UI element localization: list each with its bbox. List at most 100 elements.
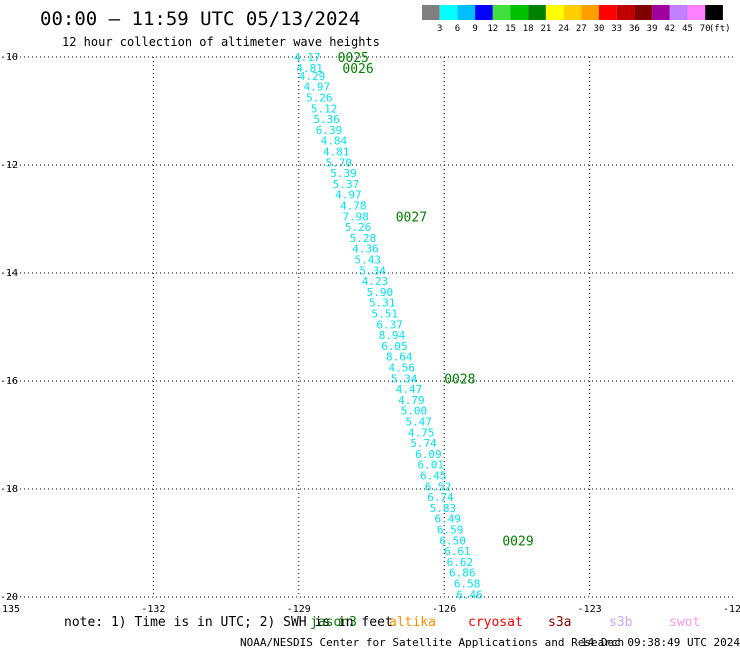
footer-credit: NOAA/NESDIS Center for Satellite Applica… xyxy=(240,636,624,649)
wave-height-point: 6.39 xyxy=(316,124,343,137)
satellite-legend-swot: swot xyxy=(669,615,700,630)
wave-height-point: 7.98 xyxy=(342,210,369,223)
scale-swatch xyxy=(545,5,564,20)
x-tick-label: -129 xyxy=(287,604,311,615)
wave-height-point: 4.47 xyxy=(396,383,423,396)
scale-label: 33 xyxy=(611,24,622,34)
scale-swatch xyxy=(705,5,723,20)
wave-height-point: 4.29 xyxy=(299,70,326,83)
satellite-legend-jason3: jason3 xyxy=(310,615,357,630)
wave-height-point: 4.56 xyxy=(388,362,415,375)
time-marker-label: 0026 xyxy=(342,62,373,77)
wave-height-point: 5.31 xyxy=(369,297,396,310)
wave-height-point: 4.84 xyxy=(321,135,348,148)
wave-height-point: 4.81 xyxy=(296,62,323,75)
wave-height-point: 6.52 xyxy=(425,480,452,493)
wave-height-point: 6.05 xyxy=(381,340,408,353)
scale-label: 36 xyxy=(629,24,640,34)
wave-height-point: 6.49 xyxy=(435,513,462,526)
scale-swatch xyxy=(422,5,440,20)
scale-label: 18 xyxy=(523,24,534,34)
wave-height-point: 6.86 xyxy=(449,567,476,580)
scale-label: 39 xyxy=(647,24,658,34)
scale-label: 15 xyxy=(505,24,516,34)
wave-height-point: 5.37 xyxy=(333,178,360,191)
time-marker-label: 0027 xyxy=(396,210,427,225)
wave-height-point: 5.34 xyxy=(359,264,386,277)
y-tick-label: -10 xyxy=(0,52,18,63)
x-tick-label: -132 xyxy=(141,604,165,615)
time-marker-label: 0028 xyxy=(444,372,475,387)
scale-label: 42 xyxy=(664,24,675,34)
wave-height-point: 5.39 xyxy=(330,167,357,180)
wave-height-point: 4.97 xyxy=(304,81,331,94)
wave-height-point: 5.70 xyxy=(325,156,352,169)
wave-height-point: 4.75 xyxy=(408,426,435,439)
wave-height-point: 5.26 xyxy=(345,221,372,234)
wave-height-point: 4.78 xyxy=(340,200,367,213)
scale-swatch xyxy=(439,5,458,20)
wave-height-point: 4.79 xyxy=(398,394,425,407)
scale-swatch xyxy=(457,5,476,20)
time-marker-label: 0029 xyxy=(502,534,533,549)
scale-label: 3 xyxy=(437,24,442,34)
wave-height-point: 6.61 xyxy=(444,545,471,558)
satellite-legend-cryosat: cryosat xyxy=(468,615,523,630)
scale-unit: (ft) xyxy=(709,24,731,34)
scale-swatch xyxy=(634,5,653,20)
wave-height-point: 5.26 xyxy=(306,92,333,105)
wave-height-point: 5.28 xyxy=(350,232,377,245)
wave-height-point: 6.09 xyxy=(415,448,442,461)
wave-height-point: 5.34 xyxy=(391,372,418,385)
scale-swatch xyxy=(669,5,688,20)
wave-height-point: 6.45 xyxy=(420,470,447,483)
wave-height-point: 5.83 xyxy=(430,502,457,515)
footer-timestamp: 14 Dec 09:38:49 UTC 2024 xyxy=(581,636,740,649)
y-tick-label: -16 xyxy=(0,376,18,387)
scale-label: 70 xyxy=(700,24,711,34)
scale-label: 6 xyxy=(455,24,460,34)
scale-swatch xyxy=(528,5,546,20)
scale-swatch xyxy=(563,5,582,20)
wave-height-point: 5.36 xyxy=(313,113,340,126)
wave-height-point: 6.01 xyxy=(418,459,445,472)
wave-height-point: 6.58 xyxy=(454,578,481,591)
scale-swatch xyxy=(652,5,670,20)
wave-height-point: 4.97 xyxy=(335,189,362,202)
scale-swatch xyxy=(599,5,617,20)
x-tick-label: -126 xyxy=(432,604,456,615)
wave-height-point: 4.23 xyxy=(362,275,389,288)
satellite-legend-s3a: s3a xyxy=(548,615,571,630)
satellite-legend-altika: altika xyxy=(389,615,436,630)
scale-swatch xyxy=(492,5,511,20)
wave-height-point: 5.90 xyxy=(367,286,394,299)
wave-height-point: 6.59 xyxy=(437,524,464,537)
wave-height-point: 5.43 xyxy=(355,254,382,267)
wave-height-point: 4.36 xyxy=(352,243,379,256)
scale-label: 21 xyxy=(540,24,551,34)
scale-swatch xyxy=(581,5,599,20)
scale-swatch xyxy=(475,5,493,20)
wave-height-point: 5.51 xyxy=(372,308,399,321)
scale-label: 30 xyxy=(594,24,605,34)
wave-height-point: 6.37 xyxy=(376,318,403,331)
chart-note: note: 1) Time is in UTC; 2) SWH is in fe… xyxy=(64,615,393,630)
chart-subtitle: 12 hour collection of altimeter wave hei… xyxy=(62,35,380,49)
scale-label: 12 xyxy=(487,24,498,34)
wave-height-point: 6.62 xyxy=(447,556,474,569)
scale-label: 24 xyxy=(558,24,569,34)
scale-label: 9 xyxy=(472,24,477,34)
wave-height-point: 6.46 xyxy=(456,588,483,601)
y-tick-label: -12 xyxy=(0,160,18,171)
wave-height-point: 8.94 xyxy=(379,329,406,342)
wave-height-point: 4.17 xyxy=(294,51,321,64)
scale-swatch xyxy=(687,5,706,20)
wave-height-point: 6.50 xyxy=(439,534,466,547)
time-marker-label: 0025 xyxy=(338,51,369,66)
wave-height-point: 5.47 xyxy=(405,416,432,429)
x-tick-label: -135 xyxy=(0,604,20,615)
wave-height-point: 5.12 xyxy=(311,102,338,115)
wave-height-point: 4.81 xyxy=(323,146,350,159)
